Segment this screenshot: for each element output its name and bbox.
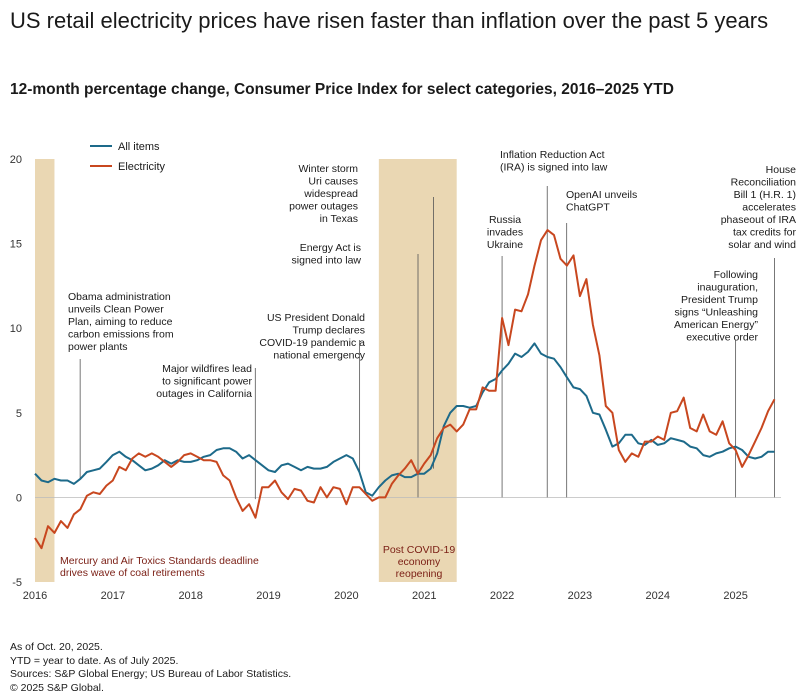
annotation-text: phaseout of IRA — [721, 214, 796, 226]
shade-label-mats: Mercury and Air Toxics Standards deadlin… — [60, 555, 259, 579]
series-lines — [34, 229, 776, 550]
annotation-text: carbon emissions from — [68, 329, 174, 341]
annotation-text: unveils Clean Power — [68, 304, 164, 316]
legend-item: All items — [90, 141, 160, 153]
x-tick-label: 2024 — [646, 590, 670, 602]
x-tick-label: 2023 — [568, 590, 592, 602]
x-tick-label: 2016 — [23, 590, 47, 602]
annotation-text: invades — [487, 227, 523, 239]
annotation-text: signs “Unleashing — [675, 307, 759, 319]
x-tick-label: 2019 — [256, 590, 280, 602]
annotation-text: outages in California — [156, 388, 252, 400]
legend-label: All items — [118, 141, 160, 153]
annotation-text: Reconciliation — [731, 177, 797, 189]
y-tick-label: 10 — [10, 323, 22, 335]
chart-subtitle: 12-month percentage change, Consumer Pri… — [10, 81, 674, 98]
shade-label-line: reopening — [396, 568, 443, 580]
annotation-text: in Texas — [320, 213, 358, 225]
annotation-text: to significant power — [162, 376, 252, 388]
series-line-electricity — [34, 229, 776, 550]
y-tick-label: 5 — [16, 408, 22, 420]
annotation-text: Inflation Reduction Act — [500, 149, 605, 161]
legend-item: Electricity — [90, 161, 166, 173]
annotation-text: widespread — [303, 188, 358, 200]
annotation-text: Uri causes — [308, 176, 358, 188]
footnote-ytd: YTD = year to date. As of July 2025. — [10, 654, 179, 667]
annotation-text: House — [766, 164, 797, 176]
annotation-text: signed into law — [292, 255, 362, 267]
event-annotation: Inflation Reduction Act(IRA) is signed i… — [500, 149, 608, 498]
y-axis: -5 0 5 10 15 20 — [10, 154, 22, 589]
chart-title: US retail electricity prices have risen … — [10, 8, 769, 33]
annotation-text: (IRA) is signed into law — [500, 162, 608, 174]
annotation-text: Obama administration — [68, 291, 171, 303]
x-tick-label: 2021 — [412, 590, 436, 602]
annotation-text: power outages — [289, 201, 358, 213]
y-tick-label: 20 — [10, 154, 22, 166]
footnote-date: As of Oct. 20, 2025. — [10, 641, 103, 653]
annotation-text: Trump declares — [292, 325, 365, 337]
shade-label-line: Mercury and Air Toxics Standards deadlin… — [60, 555, 259, 567]
x-tick-label: 2020 — [334, 590, 358, 602]
y-tick-label: -5 — [12, 577, 22, 589]
annotation-text: ChatGPT — [566, 202, 610, 214]
shade-label-line: economy — [398, 556, 441, 568]
annotation-text: inauguration, — [697, 282, 758, 294]
annotation-text: Plan, aiming to reduce — [68, 316, 173, 328]
x-tick-label: 2018 — [178, 590, 202, 602]
footnote-copyright: © 2025 S&P Global. — [10, 681, 104, 694]
annotation-text: Russia — [489, 214, 521, 226]
annotation-text: US President Donald — [267, 312, 365, 324]
y-tick-label: 15 — [10, 239, 22, 251]
footnote-sources: Sources: S&P Global Energy; US Bureau of… — [10, 668, 292, 680]
legend: All items Electricity — [90, 141, 166, 173]
y-tick-label: 0 — [16, 492, 22, 504]
annotation-text: tax credits for — [733, 227, 797, 239]
x-tick-label: 2025 — [723, 590, 747, 602]
series-line-all-items — [34, 342, 775, 497]
footer-notes: As of Oct. 20, 2025. YTD = year to date.… — [10, 641, 291, 695]
annotation-text: President Trump — [681, 294, 758, 306]
annotation-text: executive order — [686, 332, 758, 344]
annotation-text: American Energy” — [674, 319, 759, 331]
annotation-text: solar and wind — [728, 239, 796, 251]
shaded-period-labels: Mercury and Air Toxics Standards deadlin… — [60, 544, 455, 580]
shade-label-line: Post COVID-19 — [383, 544, 456, 556]
shade-label-line: drives wave of coal retirements — [60, 567, 205, 579]
x-tick-label: 2022 — [490, 590, 514, 602]
annotation-text: Following — [714, 269, 759, 281]
annotation-text: Bill 1 (H.R. 1) — [734, 189, 796, 201]
annotation-text: national emergency — [273, 350, 365, 362]
annotation-text: Energy Act is — [300, 242, 361, 254]
annotation-text: OpenAI unveils — [566, 189, 637, 201]
annotation-text: COVID-19 pandemic a — [259, 337, 365, 349]
annotation-text: Winter storm — [298, 163, 358, 175]
x-axis: 2016 2017 2018 2019 2020 2021 2022 2023 2024 2025 — [23, 590, 748, 602]
annotation-text: power plants — [68, 341, 128, 353]
annotation-text: accelerates — [742, 202, 796, 214]
annotation-text: Ukraine — [487, 239, 523, 251]
x-tick-label: 2017 — [101, 590, 125, 602]
shaded-period-1 — [35, 159, 55, 582]
legend-label: Electricity — [118, 161, 166, 173]
annotation-text: Major wildfires lead — [162, 363, 252, 375]
